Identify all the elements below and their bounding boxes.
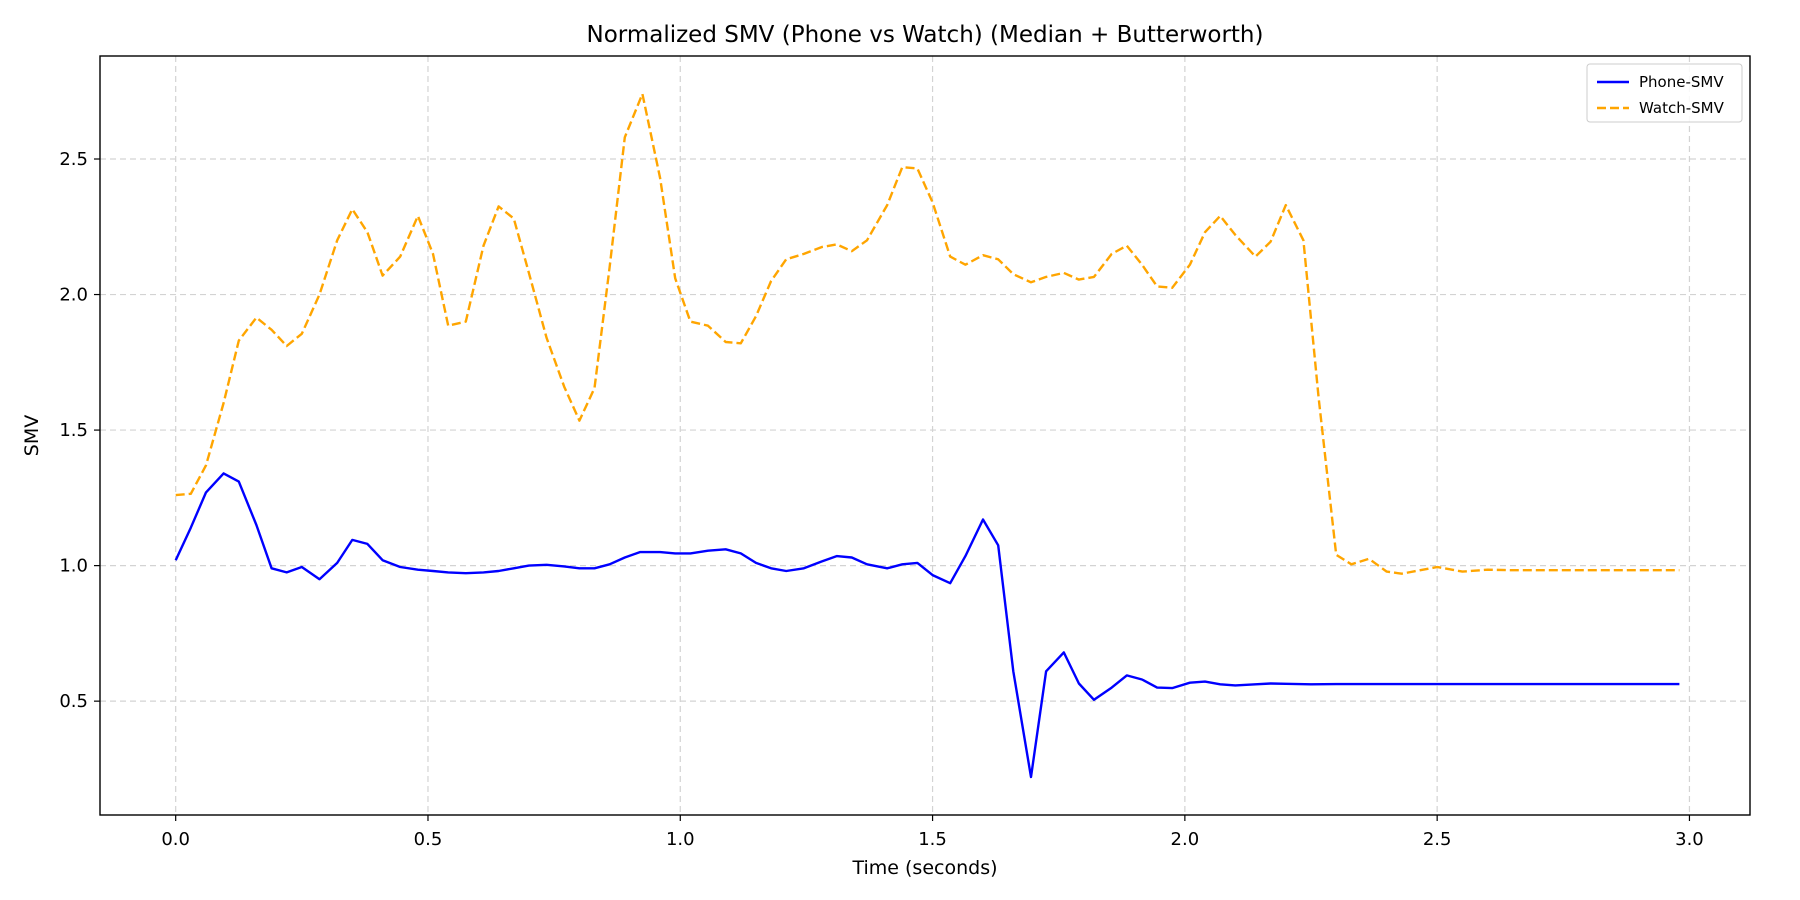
- x-tick-label: 1.0: [666, 829, 695, 850]
- series-lines: [174, 92, 1680, 779]
- y-axis-label: SMV: [21, 415, 43, 456]
- axis-ticks: 0.0 0.5 1.0 1.5 2.0 2.5 3.0 0.5 1.0 1.5 2.0 2.5: [59, 149, 1703, 850]
- series-line-watch-smv: [175, 92, 1680, 575]
- y-tick-label: 1.5: [59, 420, 88, 441]
- legend: Phone-SMV Watch-SMV: [1586, 63, 1743, 123]
- y-tick-label: 2.0: [59, 285, 88, 306]
- x-tick-label: 2.0: [1171, 829, 1200, 850]
- y-tick-label: 0.5: [59, 691, 88, 712]
- x-tick-label: 2.5: [1423, 829, 1452, 850]
- x-axis-label: Time (seconds): [851, 857, 997, 879]
- legend-label: Phone-SMV: [1639, 73, 1724, 91]
- y-tick-label: 1.0: [59, 556, 88, 577]
- plot-frame: [99, 55, 1751, 816]
- x-tick-label: 0.0: [161, 829, 190, 850]
- chart-title: Normalized SMV (Phone vs Watch) (Median …: [587, 22, 1264, 48]
- y-tick-label: 2.5: [59, 149, 88, 170]
- series-line-phone-smv: [174, 472, 1680, 779]
- x-tick-label: 3.0: [1675, 829, 1704, 850]
- x-tick-label: 0.5: [414, 829, 443, 850]
- x-tick-label: 1.5: [918, 829, 947, 850]
- grid: [100, 56, 1750, 815]
- legend-label: Watch-SMV: [1639, 99, 1725, 117]
